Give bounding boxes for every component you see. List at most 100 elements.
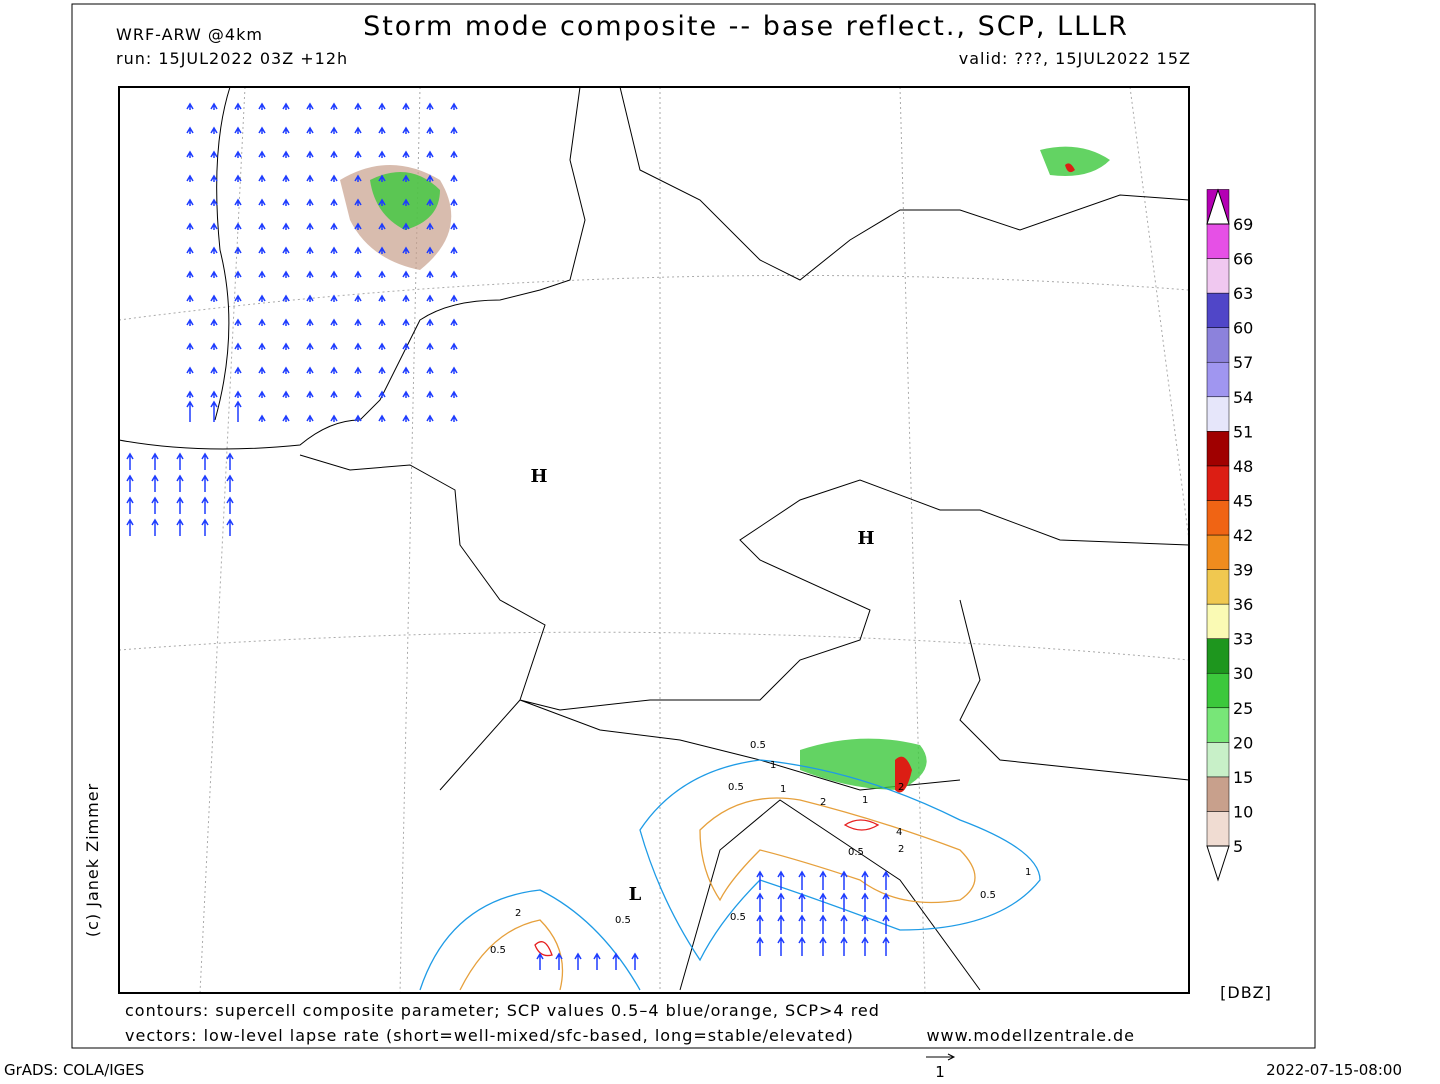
vector [402, 222, 410, 230]
vector [186, 222, 194, 230]
vector [306, 102, 314, 110]
vector [126, 496, 134, 514]
vector [330, 318, 338, 326]
vector [176, 518, 184, 536]
vector [402, 318, 410, 326]
vector [186, 366, 194, 374]
contour-label: 0.5 [615, 915, 631, 926]
vector [354, 414, 362, 422]
vector [378, 126, 386, 134]
vector [777, 936, 785, 956]
colorbar-segment [1206, 465, 1230, 501]
vector [258, 198, 266, 206]
vector [450, 366, 458, 374]
vector [210, 174, 218, 182]
high-pressure: H [857, 528, 874, 549]
vector [354, 318, 362, 326]
colorbar-segment [1206, 603, 1230, 639]
vector [378, 222, 386, 230]
vector [426, 198, 434, 206]
colorbar-segment [1206, 292, 1230, 328]
vector [234, 150, 242, 158]
vector [378, 174, 386, 182]
lapse-rate-vectors [126, 102, 890, 970]
vector [282, 342, 290, 350]
vector [861, 914, 869, 934]
vector [210, 366, 218, 374]
vector [282, 150, 290, 158]
vector [282, 414, 290, 422]
colorbar-segment [1206, 327, 1230, 363]
vector [258, 390, 266, 398]
vector [330, 366, 338, 374]
map-background [119, 87, 1189, 993]
vector [186, 246, 194, 254]
vector [282, 366, 290, 374]
vector [176, 474, 184, 492]
vector [450, 150, 458, 158]
vector [402, 270, 410, 278]
vector [306, 270, 314, 278]
footer-contours: contours: supercell composite parameter;… [125, 1001, 880, 1020]
run-label: run: 15JUL2022 03Z +12h [116, 49, 348, 68]
low-pressure: L [629, 884, 642, 905]
colorbar-segment [1206, 223, 1230, 259]
vector [777, 914, 785, 934]
vector [378, 414, 386, 422]
vector [210, 126, 218, 134]
vector [176, 452, 184, 470]
contour-label: 2 [820, 797, 826, 808]
vector [330, 414, 338, 422]
vector [861, 936, 869, 956]
vector [234, 246, 242, 254]
vector [354, 366, 362, 374]
vector [258, 342, 266, 350]
vector [330, 198, 338, 206]
vector [306, 294, 314, 302]
colorbar-end [1206, 188, 1230, 225]
vector [819, 914, 827, 934]
colorbar-segment [1206, 638, 1230, 674]
colorbar-segment [1206, 672, 1230, 709]
contour-label: 0.5 [490, 945, 506, 956]
vector [555, 952, 563, 970]
vector [402, 150, 410, 158]
vector [282, 294, 290, 302]
vector [354, 270, 362, 278]
vector [354, 174, 362, 182]
vector [840, 936, 848, 956]
vector [258, 126, 266, 134]
vector [402, 366, 410, 374]
vector [354, 246, 362, 254]
vector [593, 952, 601, 970]
vector [330, 102, 338, 110]
vector [330, 246, 338, 254]
vector [402, 342, 410, 350]
vector [861, 870, 869, 890]
vector [426, 222, 434, 230]
vector [426, 390, 434, 398]
colorbar-segment [1206, 431, 1230, 467]
vector [186, 400, 194, 422]
colorbar-label: 20 [1233, 733, 1253, 752]
vector [402, 246, 410, 254]
vector [402, 390, 410, 398]
vector [354, 222, 362, 230]
vector [226, 496, 234, 514]
scp-high-contour [534, 819, 880, 957]
scp-contour [419, 759, 1041, 991]
vector [536, 952, 544, 970]
contour-label: 0.5 [750, 740, 766, 751]
vector [378, 198, 386, 206]
vector [151, 518, 159, 536]
vector [378, 270, 386, 278]
vector [378, 246, 386, 254]
timestamp: 2022-07-15-08:00 [1266, 1061, 1402, 1079]
vector [126, 474, 134, 492]
colorbar-label: 57 [1233, 353, 1253, 372]
vector [330, 222, 338, 230]
vector [258, 318, 266, 326]
vector [282, 198, 290, 206]
vector [186, 174, 194, 182]
vector [282, 102, 290, 110]
